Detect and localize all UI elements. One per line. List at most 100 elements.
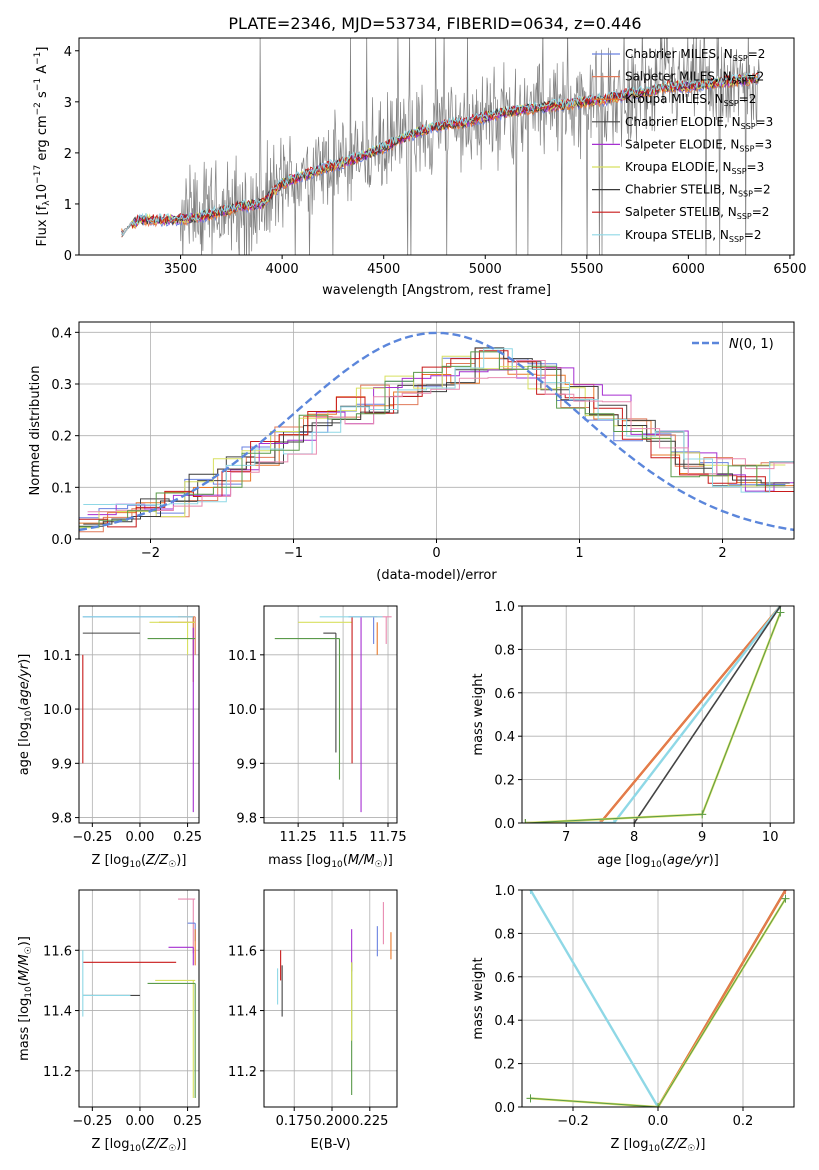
y-axis-label: mass weight xyxy=(471,673,486,755)
legend-label-sub: SSP xyxy=(732,167,747,176)
x-tick-label: 7 xyxy=(562,830,570,845)
x-tick-label: 5000 xyxy=(469,262,502,277)
x-axis-label-part: ☉ xyxy=(687,1144,695,1154)
legend-label: Chabrier MILES, NSSP=2 xyxy=(625,47,765,63)
x-tick-label: 0.25 xyxy=(173,830,202,845)
x-axis-label-part: mass [log xyxy=(268,853,331,868)
x-tick-label: −1 xyxy=(284,546,303,561)
residual-histogram-series xyxy=(79,350,794,528)
x-axis-label-part: ( xyxy=(343,853,348,868)
x-tick-label: −0.25 xyxy=(72,1114,112,1129)
y-tick-label: 0.0 xyxy=(51,533,72,548)
legend-label-sub: SSP xyxy=(738,190,753,199)
y-tick-label: 0.1 xyxy=(51,481,72,496)
y-tick-label: 11.4 xyxy=(43,1005,72,1020)
residuals-panel: −2 −1 0 1 2 0.0 0.1 0.2 0.3 0.4 (data-model)/error… xyxy=(28,321,795,583)
figure-title: PLATE=2346, MJD=53734, FIBERID=0634, z=0… xyxy=(228,14,641,33)
legend-label-sub: SSP xyxy=(724,99,739,108)
legend-label-sub: SSP xyxy=(741,122,756,131)
residual-histogram-series xyxy=(87,360,794,513)
legend-label-part: N xyxy=(729,337,739,352)
axes-frame xyxy=(78,605,200,824)
legend-label-suffix: =2 xyxy=(753,183,771,197)
y-tick-label: 3 xyxy=(64,96,72,111)
x-axis-label: age [log10(age/yr)] xyxy=(597,853,719,870)
x-axis-label-part: 10 xyxy=(129,860,141,870)
mass-weight-marker xyxy=(630,819,639,823)
x-axis-label-part: )] xyxy=(383,853,393,868)
x-tick-label: 0.0 xyxy=(648,1114,669,1129)
y-axis-label-part: )] xyxy=(17,654,32,664)
spectrum-panel: 3500 4000 4500 5000 5500 6000 6500 0 1 2 3 4 wavelen… xyxy=(33,37,806,298)
legend-label: Chabrier STELIB, NSSP=2 xyxy=(625,183,771,199)
legend-label-main: Salpeter ELODIE, N xyxy=(625,137,739,151)
mass-weight-marker xyxy=(781,894,790,903)
axes-frame xyxy=(263,605,398,824)
y-tick-label: 9.8 xyxy=(51,812,72,827)
y-tick-label: 0.4 xyxy=(51,326,72,341)
mass-weight-marker xyxy=(781,890,790,894)
y-tick-label: 2 xyxy=(64,147,72,162)
y-tick-label: 11.6 xyxy=(228,944,257,959)
x-tick-label: 0.2 xyxy=(733,1114,754,1129)
y-tick-label: 0.2 xyxy=(494,1058,515,1073)
x-axis-label-part: )] xyxy=(176,853,186,868)
x-axis-label-part: Z [log xyxy=(92,1137,130,1152)
y-axis-label-part: ] xyxy=(35,47,50,52)
y-axis-label: mass [log10(M/M☉)] xyxy=(17,936,34,1061)
legend-label-part: (0, 1) xyxy=(739,337,774,352)
y-axis-label-part: s xyxy=(35,91,50,102)
y-tick-label: 0.8 xyxy=(494,927,515,942)
mass-weight-line xyxy=(525,606,782,823)
y-axis-label-part: −1 xyxy=(33,52,43,65)
y-axis-label-part: )] xyxy=(17,936,32,946)
legend-label-suffix: =2 xyxy=(747,70,765,84)
legend-label-main: Chabrier ELODIE, N xyxy=(625,115,741,129)
x-axis-label-part: )] xyxy=(176,1137,186,1152)
mass-vs-ebv-panel: 0.175 0.200 0.225 11.2 11.4 11.6 E(B-V) xyxy=(228,889,398,1152)
plot-area xyxy=(121,38,760,255)
y-axis-label-part: mass weight xyxy=(471,673,486,755)
mass-weight-marker xyxy=(609,819,618,823)
legend-label: Salpeter ELODIE, NSSP=3 xyxy=(625,137,772,153)
plot-area xyxy=(82,616,196,813)
plot-area xyxy=(274,616,392,813)
x-axis-label-part: 10 xyxy=(331,860,343,870)
residual-histogram-series xyxy=(83,361,794,525)
y-axis-label: age [log10(age/yr)] xyxy=(17,654,34,776)
x-tick-label: 0 xyxy=(432,546,440,561)
x-axis-label-part: (data-model)/error xyxy=(376,568,497,583)
normal-distribution-curve xyxy=(79,331,794,532)
x-axis-label-part: ☉ xyxy=(375,860,383,870)
x-tick-label: 0.25 xyxy=(173,1114,202,1129)
plot-area xyxy=(522,606,785,823)
y-tick-label: 0 xyxy=(64,249,72,264)
x-axis-label-part: wavelength [Angstrom, rest frame] xyxy=(322,283,551,298)
y-axis-label-part: 10 xyxy=(24,986,34,998)
legend-label-sub: SSP xyxy=(739,144,754,153)
x-tick-label: 5500 xyxy=(570,262,603,277)
x-tick-label: 4500 xyxy=(367,262,400,277)
legend-label: Kroupa MILES, NSSP=2 xyxy=(625,92,756,108)
legend-label-main: Kroupa ELODIE, N xyxy=(625,160,732,174)
legend-label-sub: SSP xyxy=(729,235,744,244)
legend-label-sub: SSP xyxy=(737,212,752,221)
y-tick-label: 0.3 xyxy=(51,378,72,393)
legend-label-suffix: =2 xyxy=(744,228,762,242)
y-axis-label-part: ☉ xyxy=(24,946,34,954)
y-tick-label: 0.2 xyxy=(494,774,515,789)
x-axis-label-part: Z/Z xyxy=(664,1137,688,1152)
y-tick-label: 4 xyxy=(64,45,72,60)
y-tick-label: 11.2 xyxy=(228,1065,257,1080)
y-tick-label: 0.0 xyxy=(494,817,515,832)
y-tick-label: 0.8 xyxy=(494,643,515,658)
mass-weight-marker xyxy=(522,819,530,823)
legend-label-suffix: =3 xyxy=(756,115,774,129)
x-tick-label: 11.25 xyxy=(280,830,317,845)
y-axis-label: Flux [fλ10−17 erg cm−2 s−1 A−1] xyxy=(33,47,52,247)
legend-label-suffix: =2 xyxy=(748,47,766,61)
plot-area xyxy=(82,898,196,1098)
y-tick-label: 1.0 xyxy=(494,884,515,899)
